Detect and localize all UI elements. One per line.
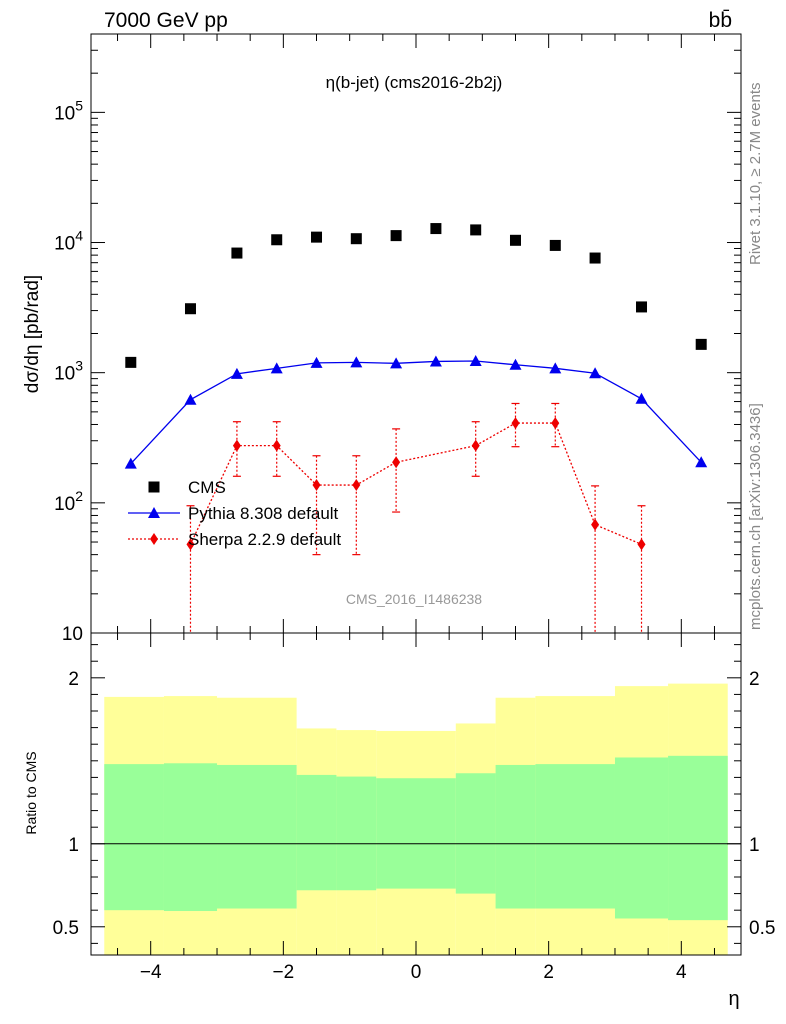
series-triangle [124, 354, 708, 469]
data-point [549, 239, 561, 251]
data-point [272, 439, 281, 452]
ratio-band-green [217, 764, 297, 909]
data-point [124, 457, 137, 469]
data-point [270, 362, 283, 374]
data-point [470, 224, 482, 236]
main-plot: η(b-jet) (cms2016-2b2j) CMS_2016_I148623… [22, 33, 742, 645]
data-point [551, 417, 560, 430]
y-tick-label: 105 [54, 97, 83, 124]
ratio-y-tick-label: 1 [68, 835, 79, 856]
data-point [231, 247, 243, 259]
legend-marker [150, 533, 158, 545]
data-point [471, 439, 480, 452]
data-point [591, 518, 600, 531]
series-diamond [186, 402, 646, 633]
ratio-y-tick-label: 2 [68, 669, 79, 690]
data-point [390, 230, 402, 242]
ratio-plot: 0.5 0.5 1 1 2 2 −4 −2 0 2 4 Ratio to CMS η [23, 632, 775, 1010]
data-point [184, 393, 197, 405]
x-tick-label: −4 [140, 962, 162, 983]
rivet-version-label: Rivet 3.1.10, ≥ 2.7M events [747, 83, 764, 266]
main-y-axis-label: dσ/dη [pb/rad] [22, 275, 43, 393]
ratio-y-tick-label-right: 1 [749, 835, 760, 856]
y-tick-label: 10 [62, 624, 83, 645]
data-point [390, 357, 403, 369]
data-point [232, 439, 241, 452]
analysis-watermark: CMS_2016_I1486238 [346, 591, 482, 607]
legend-label: Sherpa 2.2.9 default [188, 530, 341, 549]
data-point [392, 456, 401, 469]
legend-label: Pythia 8.308 default [188, 504, 339, 523]
data-point [637, 538, 646, 551]
series-line [130, 360, 702, 465]
legend: CMS Pythia 8.308 default Sherpa 2.2.9 defa… [128, 478, 341, 549]
data-point [636, 301, 648, 313]
data-point [635, 392, 648, 404]
data-point [350, 233, 362, 245]
data-point [549, 362, 562, 374]
ratio-band-green [336, 776, 377, 891]
ratio-y-tick-label-right: 2 [749, 669, 760, 690]
ratio-band-green [614, 757, 669, 919]
data-point [429, 355, 442, 367]
x-axis-label: η [728, 988, 739, 1010]
ratio-y-tick-label-right: 0.5 [749, 918, 775, 939]
data-point [230, 367, 243, 379]
x-tick-label: 4 [676, 962, 687, 983]
data-point [469, 354, 482, 366]
legend-marker [148, 507, 160, 518]
data-point [271, 234, 283, 246]
series-square [125, 223, 707, 368]
data-point [310, 356, 323, 368]
header-left: 7000 GeV pp [104, 9, 228, 32]
x-tick-label: 2 [543, 962, 554, 983]
data-point [350, 356, 363, 368]
ratio-band-green [104, 764, 164, 911]
ratio-band-green [376, 778, 456, 889]
main-plot-area [91, 34, 741, 633]
data-point [509, 234, 521, 246]
data-point [509, 358, 522, 370]
data-point [184, 303, 196, 315]
data-point [312, 479, 321, 492]
ratio-band-green [455, 773, 496, 894]
ratio-band-green [535, 764, 615, 909]
data-point [186, 538, 195, 551]
x-tick-label: 0 [411, 962, 422, 983]
data-point [125, 356, 137, 368]
main-series-group [124, 223, 708, 633]
data-point [695, 338, 707, 350]
data-point [589, 367, 602, 379]
ratio-bands [104, 683, 728, 955]
ratio-band-green [163, 763, 218, 912]
y-tick-label: 102 [54, 488, 83, 515]
legend-marker [148, 481, 160, 493]
y-tick-label: 103 [54, 358, 83, 385]
data-point [430, 223, 442, 235]
header-right: bb̄ [709, 9, 732, 32]
ratio-y-tick-label: 0.5 [53, 918, 79, 939]
data-point [589, 252, 601, 264]
data-point [352, 479, 361, 492]
mcplots-credit-label: mcplots.cern.ch [arXiv:1306.3436] [747, 403, 764, 630]
series-line [189, 422, 642, 545]
ratio-band-green [495, 764, 536, 909]
x-tick-label: −2 [273, 962, 295, 983]
legend-label: CMS [188, 478, 226, 497]
ratio-y-axis-label: Ratio to CMS [23, 751, 39, 834]
data-point [311, 231, 323, 243]
data-point [695, 456, 708, 468]
ratio-ticks: 0.5 0.5 1 1 2 2 −4 −2 0 2 4 [53, 633, 775, 983]
ratio-plot-frame [90, 632, 742, 956]
ratio-band-green [296, 774, 337, 891]
y-tick-label: 104 [54, 228, 83, 255]
plot-title: η(b-jet) (cms2016-2b2j) [326, 73, 503, 92]
data-point [511, 417, 520, 430]
ratio-band-green [668, 755, 728, 921]
main-ticks: 10 102 103 104 105 [54, 33, 741, 645]
